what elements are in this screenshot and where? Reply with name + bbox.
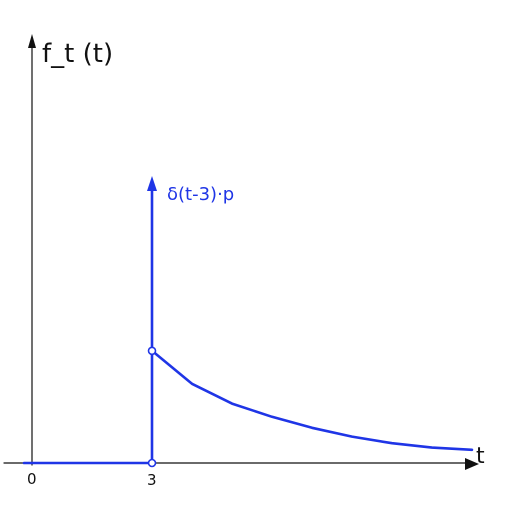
axes bbox=[3, 34, 479, 470]
x-axis-label: t bbox=[476, 444, 485, 469]
impulse-label: δ(t-3)·p bbox=[167, 184, 234, 205]
x-tick-label-0: 0 bbox=[27, 470, 37, 488]
series-1-line bbox=[150, 349, 474, 452]
impulse-arrowhead bbox=[147, 176, 157, 191]
y-axis-label: f_t (t) bbox=[42, 39, 113, 69]
x-axis-arrowhead bbox=[465, 458, 479, 470]
series-layer bbox=[22, 349, 474, 465]
x-tick-label-3: 3 bbox=[147, 471, 157, 489]
y-axis-arrowhead bbox=[28, 34, 36, 48]
impulse-base-point bbox=[147, 458, 157, 468]
curve-start-point bbox=[147, 346, 157, 356]
